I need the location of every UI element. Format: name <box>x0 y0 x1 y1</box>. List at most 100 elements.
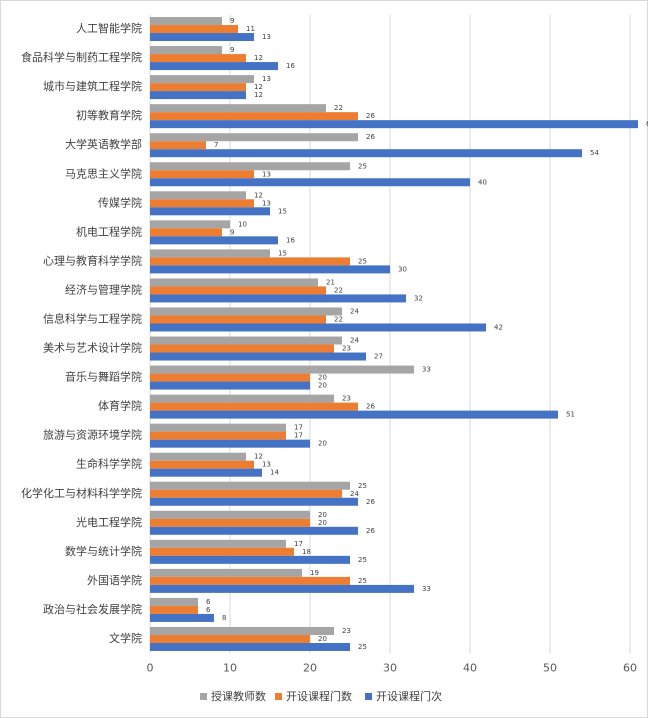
category-label: 大学英语教学部 <box>65 137 142 151</box>
legend-swatch <box>365 693 372 700</box>
data-label: 20 <box>318 519 327 527</box>
bar <box>150 141 206 150</box>
data-label: 21 <box>326 278 335 286</box>
bar <box>150 207 270 216</box>
bar <box>150 584 414 593</box>
data-label: 22 <box>334 286 343 294</box>
data-label: 15 <box>278 207 287 215</box>
data-label: 9 <box>230 46 234 54</box>
bar <box>150 605 198 614</box>
bar <box>150 642 350 651</box>
data-label: 6 <box>206 606 211 614</box>
data-label: 26 <box>366 527 375 535</box>
bar <box>150 613 214 622</box>
bar <box>150 489 342 498</box>
data-label: 20 <box>318 382 327 390</box>
bar <box>150 526 358 535</box>
legend-swatch <box>200 693 207 700</box>
data-label: 24 <box>350 307 359 315</box>
bar <box>150 381 310 390</box>
data-label: 33 <box>422 366 431 374</box>
data-label: 6 <box>206 598 211 606</box>
bar <box>150 46 222 55</box>
data-label: 11 <box>246 25 255 33</box>
bar <box>150 539 286 548</box>
data-label: 25 <box>358 257 367 265</box>
bar <box>150 568 302 577</box>
category-label: 信息科学与工程学院 <box>43 311 142 325</box>
bar <box>150 547 294 556</box>
data-label: 17 <box>294 540 303 548</box>
category-label: 数学与统计学院 <box>65 544 142 558</box>
bar <box>150 344 334 353</box>
data-label: 20 <box>318 440 327 448</box>
data-label: 24 <box>350 337 359 345</box>
data-label: 12 <box>254 91 263 99</box>
data-label: 19 <box>310 569 319 577</box>
data-label: 16 <box>286 62 295 70</box>
bar <box>150 133 358 142</box>
bar <box>150 91 246 100</box>
data-label: 25 <box>358 643 367 651</box>
bar <box>150 54 246 63</box>
data-label: 22 <box>334 315 343 323</box>
bar <box>150 33 254 42</box>
bar <box>150 257 350 266</box>
data-label: 26 <box>366 133 375 141</box>
data-label: 23 <box>342 627 351 635</box>
data-label: 12 <box>254 54 263 62</box>
bar <box>150 315 326 324</box>
x-tick-label: 50 <box>543 662 557 675</box>
bar <box>150 402 358 411</box>
data-label: 14 <box>270 469 279 477</box>
category-label: 政治与社会发展学院 <box>43 602 142 616</box>
legend-label: 开设课程门数 <box>286 689 352 703</box>
category-label: 初等教育学院 <box>76 108 142 122</box>
data-label: 20 <box>318 635 327 643</box>
category-label: 光电工程学院 <box>76 515 142 529</box>
bar <box>150 120 638 129</box>
category-label: 美术与艺术设计学院 <box>43 341 142 355</box>
bar <box>150 178 470 187</box>
data-label: 30 <box>398 265 407 273</box>
data-label: 13 <box>262 461 271 469</box>
category-label: 音乐与舞蹈学院 <box>65 370 142 384</box>
data-label: 10 <box>238 220 247 228</box>
data-label: 20 <box>318 374 327 382</box>
data-label: 40 <box>478 178 487 186</box>
data-label: 16 <box>286 236 295 244</box>
bar <box>150 452 246 461</box>
data-label: 26 <box>366 403 375 411</box>
bar <box>150 373 310 382</box>
data-label: 13 <box>262 75 271 83</box>
bar <box>150 439 310 448</box>
data-label: 18 <box>302 548 311 556</box>
data-label: 25 <box>358 577 367 585</box>
bar <box>150 323 486 332</box>
data-label: 33 <box>422 585 431 593</box>
category-label: 马克思主义学院 <box>65 166 142 180</box>
data-label: 25 <box>358 556 367 564</box>
bar <box>150 220 230 229</box>
bar <box>150 481 350 490</box>
bar <box>150 199 254 208</box>
bar <box>150 112 358 121</box>
data-label: 20 <box>318 511 327 519</box>
bar <box>150 75 254 84</box>
category-label: 城市与建筑工程学院 <box>43 79 142 93</box>
category-label: 体育学院 <box>98 399 142 413</box>
legend-swatch <box>275 693 282 700</box>
bar <box>150 228 222 237</box>
data-label: 32 <box>414 294 423 302</box>
bar <box>150 83 246 92</box>
x-tick-label: 0 <box>147 662 154 675</box>
bar <box>150 423 286 432</box>
category-label: 文学院 <box>109 631 142 645</box>
category-label: 化学化工与材料科学学院 <box>21 486 142 500</box>
bar <box>150 510 310 519</box>
bar <box>150 352 366 361</box>
data-label: 25 <box>358 482 367 490</box>
data-label: 22 <box>334 104 343 112</box>
bar <box>150 17 222 26</box>
